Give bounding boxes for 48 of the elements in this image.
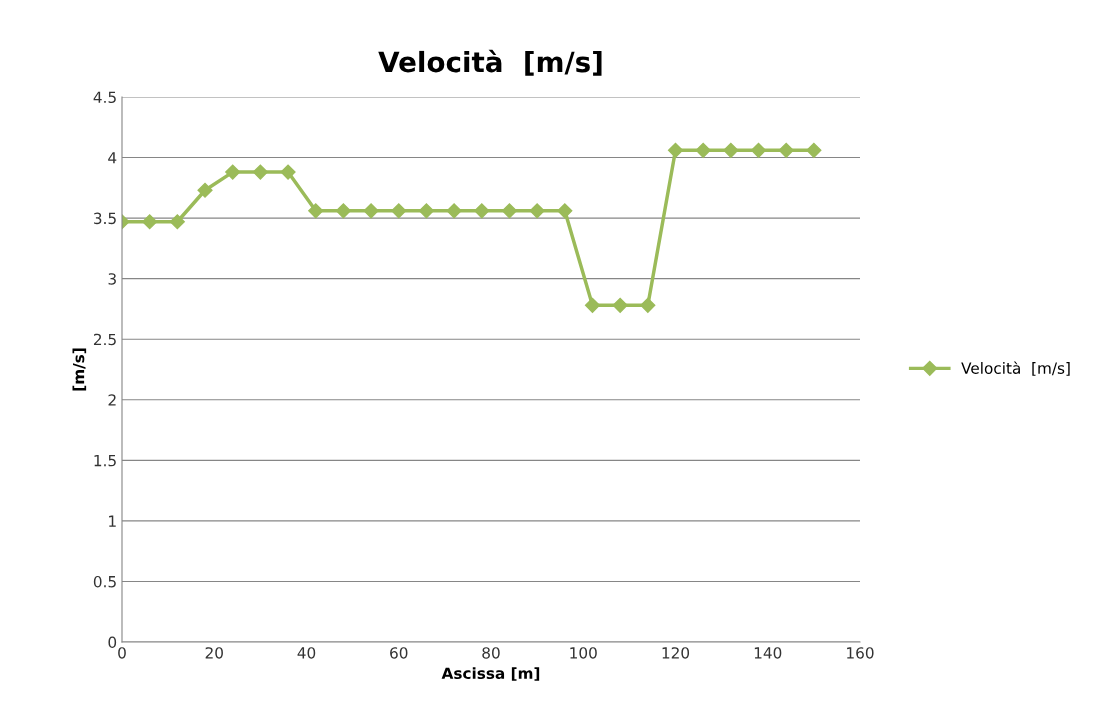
point <box>612 297 628 313</box>
point <box>557 203 573 219</box>
point <box>252 164 268 180</box>
point <box>308 203 324 219</box>
point <box>750 142 767 158</box>
point <box>723 142 739 158</box>
y-tick-label: 0.5 <box>93 575 116 588</box>
y-tick-label: 0 <box>108 636 117 649</box>
legend-label: Velocità [m/s] <box>961 361 1070 376</box>
x-tick-label: 60 <box>390 647 408 659</box>
x-tick-label: 120 <box>662 647 690 659</box>
point <box>667 142 684 158</box>
point <box>474 203 490 219</box>
y-tick-label: 3 <box>108 273 116 285</box>
x-tick-label: 20 <box>205 647 223 659</box>
point <box>446 203 462 219</box>
x-tick-label: 100 <box>570 647 597 659</box>
point <box>391 203 407 219</box>
point <box>584 297 601 313</box>
point <box>529 203 545 219</box>
point <box>142 214 158 230</box>
y-tick-label: 4 <box>108 152 117 164</box>
x-axis-title: Ascissa [m] <box>441 667 540 681</box>
point <box>778 142 794 158</box>
point <box>418 203 434 219</box>
y-tick-label: 4.5 <box>93 91 116 104</box>
x-tick-label: 160 <box>847 647 874 659</box>
point <box>197 182 213 198</box>
x-tick-label: 40 <box>297 647 316 659</box>
x-tick-label: 140 <box>754 647 782 659</box>
point <box>640 297 656 313</box>
y-tick-label: 2.5 <box>93 333 116 346</box>
point <box>501 203 518 219</box>
y-axis-title: [m/s] <box>72 348 87 391</box>
x-tick-label: 0 <box>118 647 126 659</box>
point <box>169 214 185 230</box>
point <box>806 142 822 158</box>
y-tick-label: 2 <box>108 394 116 406</box>
y-tick-label: 3.5 <box>94 212 116 225</box>
point <box>695 142 711 158</box>
point <box>225 164 241 180</box>
point <box>335 203 351 219</box>
point <box>363 203 379 219</box>
y-tick-label: 1.5 <box>94 455 116 467</box>
chart-title: Velocità [m/s] <box>378 49 602 76</box>
y-tick-label: 1 <box>109 515 116 527</box>
point <box>280 164 296 180</box>
x-tick-label: 80 <box>482 647 500 659</box>
